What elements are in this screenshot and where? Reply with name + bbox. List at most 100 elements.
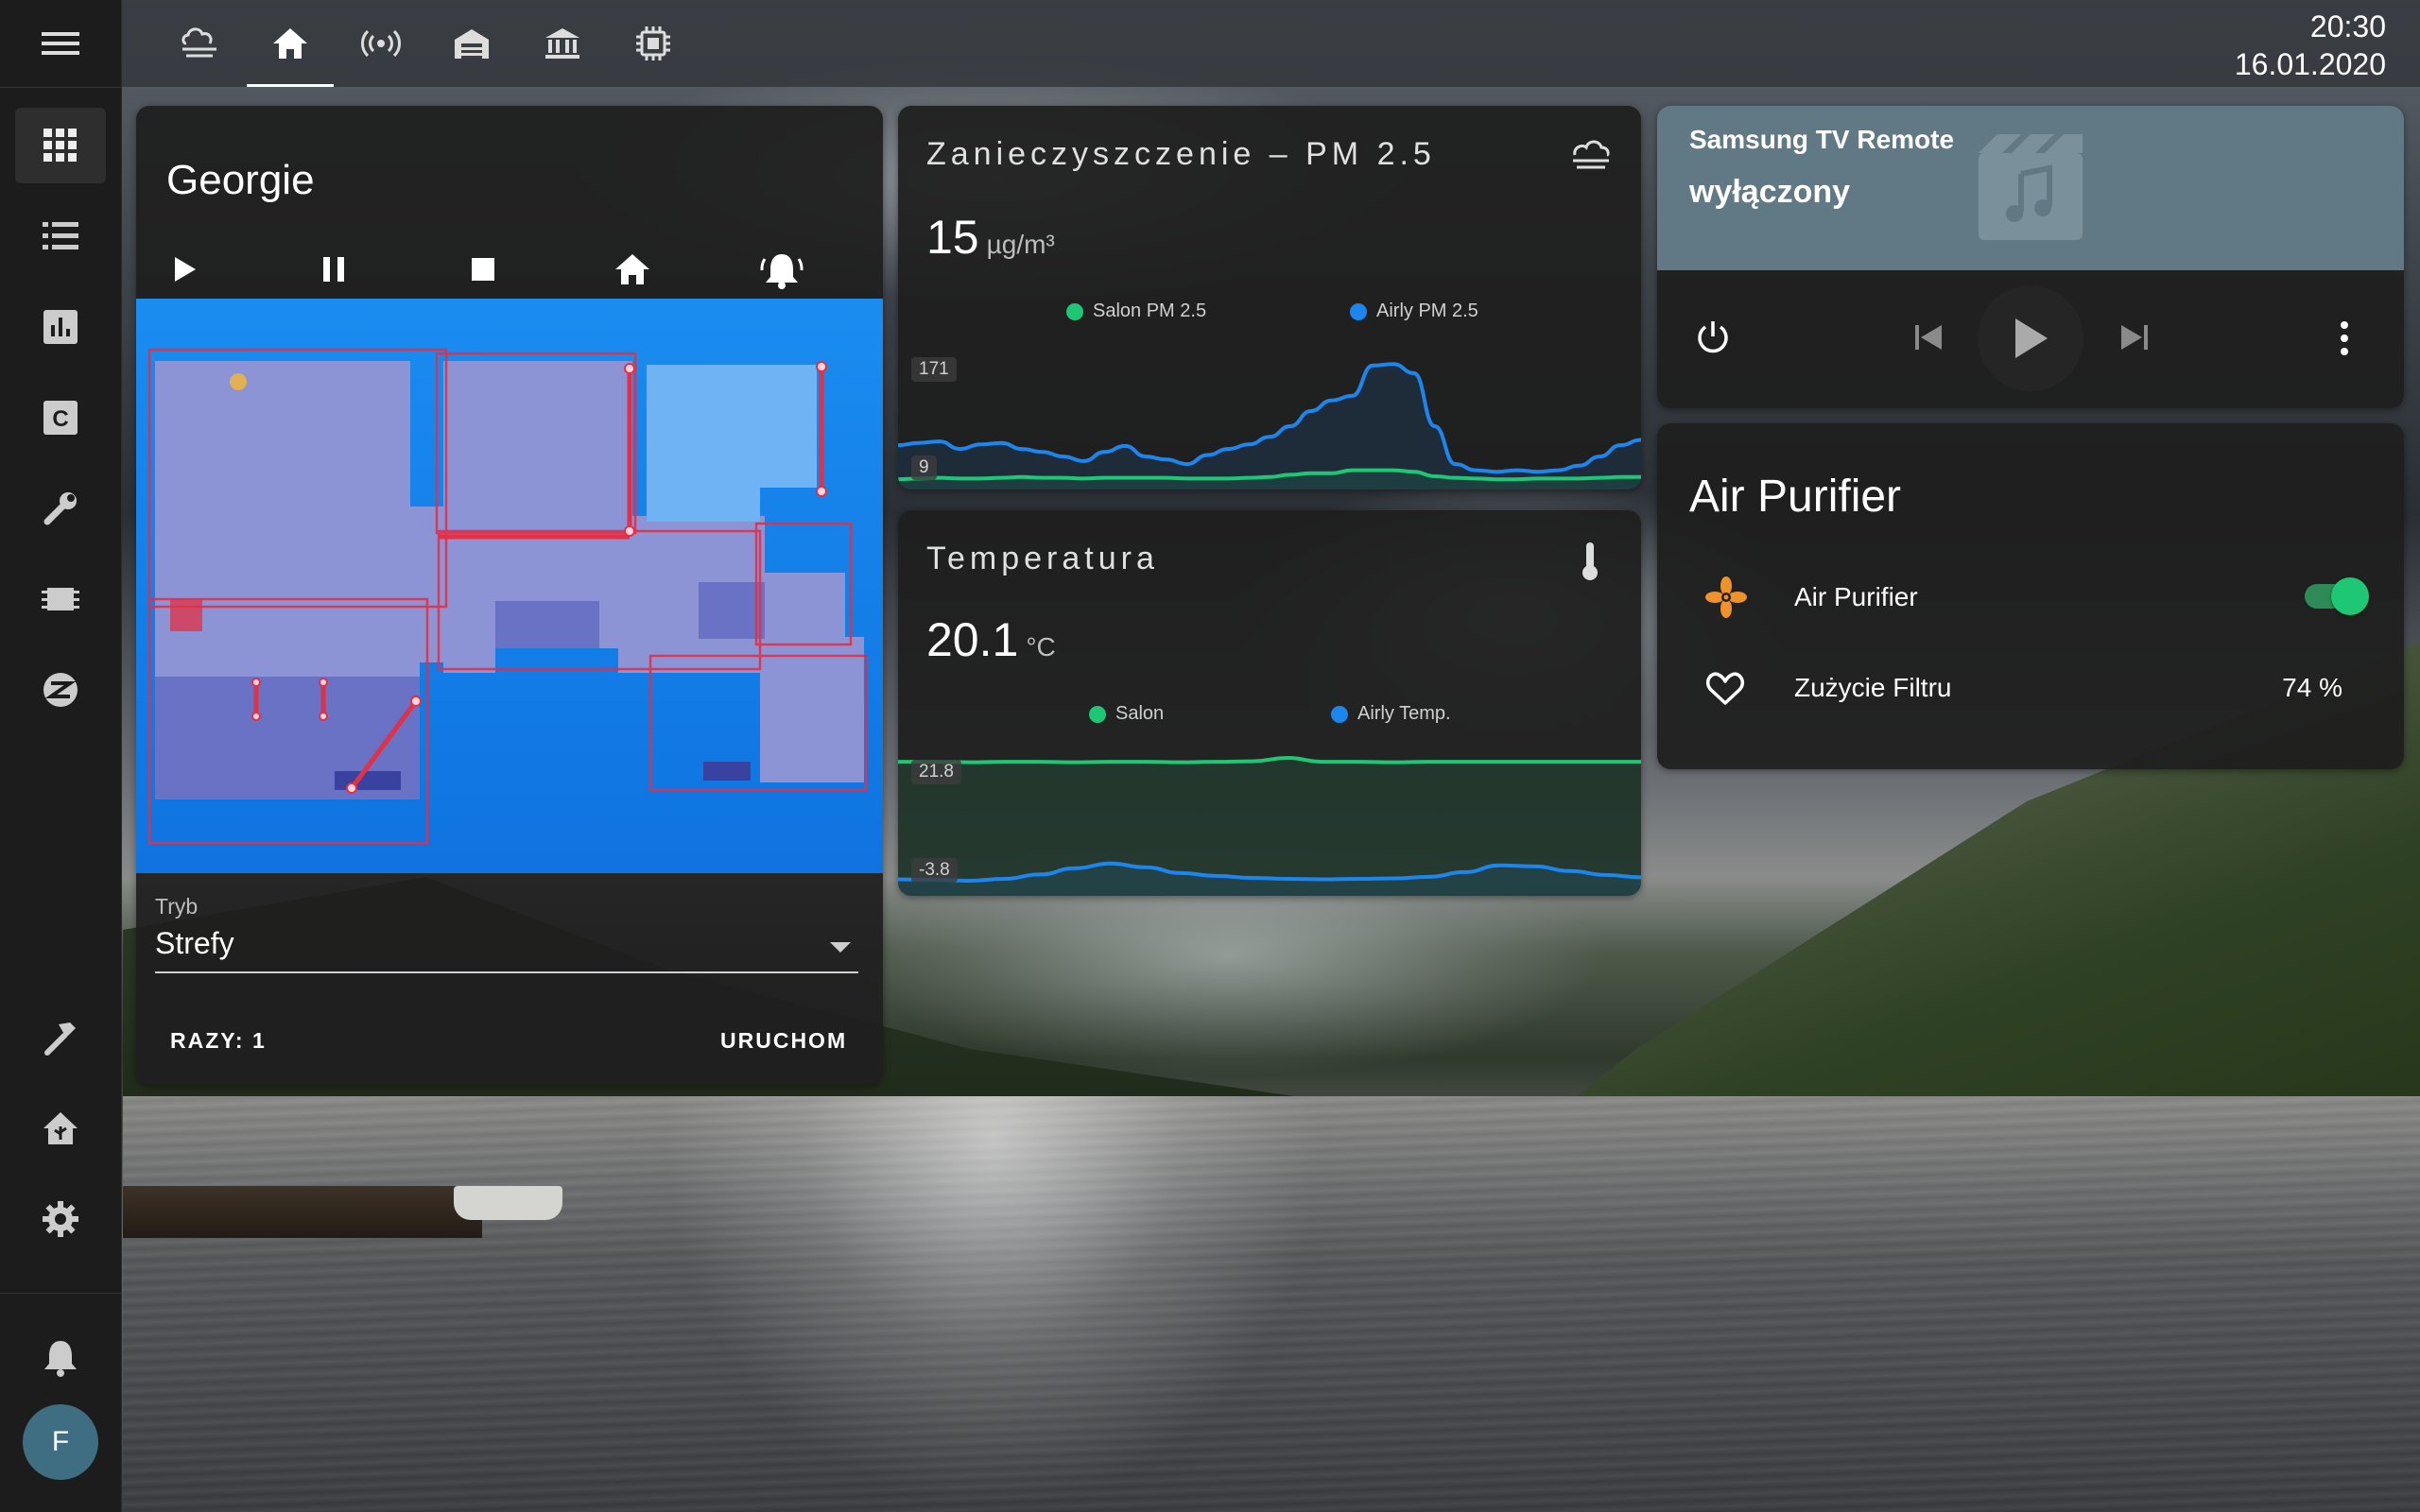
sidebar-item-supervisor[interactable]	[15, 1091, 106, 1166]
skip-next-icon	[2121, 325, 2148, 350]
fan-icon	[1705, 576, 1747, 618]
pm25-legend-airly: Airly PM 2.5	[1350, 301, 1478, 322]
tv-next-button[interactable]	[2118, 323, 2150, 356]
temperature-unit: °C	[1026, 632, 1056, 662]
clock-time: 20:30	[2309, 9, 2386, 43]
temperature-card[interactable]	[898, 510, 1641, 896]
bell-icon	[44, 1341, 77, 1377]
mode-select-underline	[155, 971, 858, 973]
pm25-title: Zanieczyszczenie – PM 2.5	[926, 136, 1436, 172]
zigbee-icon	[43, 673, 78, 707]
pause-icon	[323, 257, 344, 282]
tv-remote-state: wyłączony	[1689, 174, 1851, 210]
pm25-tick-max: 171	[911, 357, 957, 382]
vacuum-title: Georgie	[166, 157, 315, 203]
sidebar-item-zigbee[interactable]	[15, 652, 106, 728]
sidebar-item-overview[interactable]	[15, 108, 106, 183]
garage-icon	[455, 29, 489, 59]
temperature-tick-min: -3.8	[911, 858, 958, 883]
tv-previous-button[interactable]	[1913, 323, 1945, 356]
pm25-card[interactable]	[898, 106, 1641, 490]
filter-usage-value: 74 %	[2282, 673, 2342, 702]
sidebar-item-history[interactable]	[15, 289, 106, 365]
repeats-button[interactable]: RAZY: 1	[170, 1028, 267, 1053]
power-icon	[1698, 321, 1728, 353]
weather-icon	[182, 27, 216, 58]
tv-power-button[interactable]	[1694, 318, 1732, 360]
sidebar-item-developer-tools[interactable]	[15, 1000, 106, 1075]
top-bar: 20:30 16.01.2020	[122, 0, 2420, 87]
tv-remote-name: Samsung TV Remote	[1689, 125, 1955, 154]
legend-label: Salon PM 2.5	[1093, 301, 1207, 321]
wrench-icon	[43, 492, 77, 525]
series-area-salon	[898, 470, 1641, 490]
chevron-down-icon[interactable]	[830, 942, 851, 953]
mode-select[interactable]: Strefy	[155, 926, 234, 960]
menu-button[interactable]	[0, 0, 121, 88]
clock: 20:30 16.01.2020	[2235, 8, 2386, 83]
start-zones-button[interactable]: URUCHOM	[720, 1028, 848, 1053]
vacuum-start-button[interactable]	[151, 236, 217, 302]
tab-weather[interactable]	[154, 0, 245, 87]
series-line-airly	[898, 861, 1641, 883]
sidebar: C F	[0, 0, 122, 1512]
vacuum-return-home-button[interactable]	[599, 236, 666, 302]
heart-outline-icon	[1706, 672, 1744, 705]
temperature-chart	[898, 756, 1641, 896]
tv-play-button[interactable]	[1978, 285, 2083, 391]
temperature-title: Temperatura	[926, 541, 1159, 576]
home-icon	[273, 28, 307, 59]
vacuum-pause-button[interactable]	[301, 236, 367, 302]
tab-home[interactable]	[245, 0, 336, 87]
list-icon	[43, 222, 78, 249]
vacuum-map[interactable]	[136, 299, 883, 873]
legend-dot	[1350, 302, 1367, 320]
tab-wifi[interactable]	[336, 0, 426, 87]
pm25-value-block: 15 µg/m³	[926, 210, 1055, 265]
tv-more-button[interactable]	[2339, 319, 2350, 362]
temperature-legend-salon: Salon	[1089, 703, 1164, 725]
chart-icon	[43, 310, 78, 344]
air-purifier-card	[1657, 423, 2404, 769]
media-placeholder-icon	[1979, 134, 2083, 240]
temperature-legend-airly: Airly Temp.	[1331, 703, 1451, 725]
series-area-salon	[898, 758, 1641, 896]
tab-chip[interactable]	[608, 0, 699, 87]
vacuum-locate-button[interactable]	[749, 236, 815, 302]
avatar[interactable]: F	[23, 1404, 98, 1480]
legend-dot	[1331, 705, 1348, 723]
temperature-value: 20.1	[926, 613, 1019, 666]
toggle-knob[interactable]	[2331, 577, 2369, 615]
legend-label: Salon	[1115, 703, 1165, 724]
series-line-salon	[898, 756, 1641, 765]
sidebar-item-notifications[interactable]	[15, 1319, 106, 1395]
tv-remote-header[interactable]: Samsung TV Remote wyłączony	[1657, 106, 2404, 270]
avatar-initial: F	[51, 1426, 70, 1457]
more-vertical-icon	[2341, 321, 2348, 355]
locate-bell-icon	[760, 254, 804, 289]
chip-icon	[42, 588, 79, 610]
thermometer-icon	[1582, 542, 1598, 580]
temperature-value-block: 20.1 °C	[926, 612, 1056, 667]
legend-label: Airly Temp.	[1357, 703, 1451, 724]
tab-bank[interactable]	[517, 0, 608, 87]
play-icon	[175, 257, 196, 282]
chip-icon	[636, 26, 670, 60]
vacuum-stop-button[interactable]	[450, 236, 516, 302]
home-assistant-icon	[43, 1112, 78, 1144]
sidebar-item-logbook[interactable]	[15, 198, 106, 274]
legend-dot	[1066, 302, 1083, 320]
sidebar-item-esphome[interactable]	[15, 561, 106, 637]
stop-icon	[472, 258, 494, 281]
svg-text:C: C	[52, 406, 68, 432]
map-drawing	[136, 299, 883, 873]
mode-label: Tryb	[155, 894, 199, 919]
sidebar-item-hacs[interactable]: C	[15, 380, 106, 455]
tab-garage[interactable]	[426, 0, 517, 87]
sidebar-item-settings[interactable]	[15, 1181, 106, 1257]
sidebar-item-configurator[interactable]	[15, 471, 106, 546]
sidebar-divider	[0, 1293, 121, 1294]
pm25-tick-min: 9	[911, 455, 937, 480]
series-line-airly	[898, 362, 1641, 474]
vacuum-controls	[136, 236, 883, 302]
